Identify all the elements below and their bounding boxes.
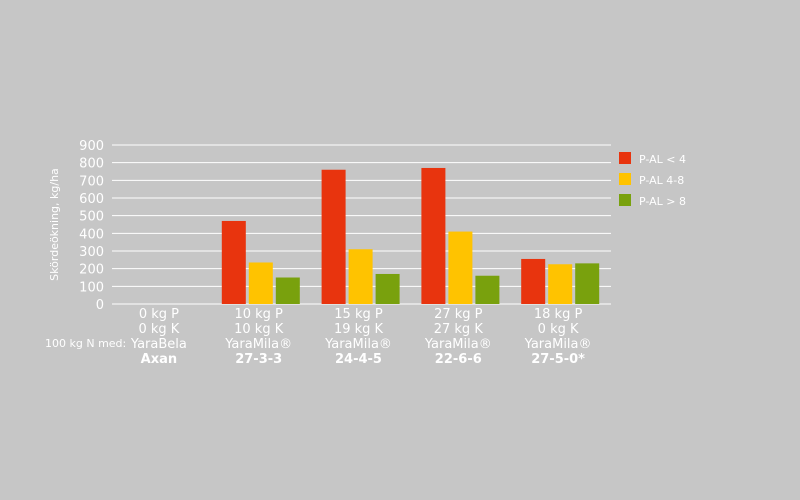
x-category-label: YaraBela	[130, 337, 187, 352]
x-category-label: 10 kg P	[234, 307, 283, 322]
y-tick-label: 600	[79, 192, 104, 207]
y-tick-label: 500	[79, 210, 104, 225]
bar	[548, 264, 573, 304]
x-category-label: 27 kg K	[434, 322, 484, 337]
x-category-label: YaraMila®	[424, 337, 492, 352]
bar	[475, 275, 500, 304]
bar	[575, 263, 600, 304]
x-category-label: Axan	[141, 352, 177, 367]
x-category-label: 27 kg P	[434, 307, 483, 322]
x-category-label: 18 kg P	[534, 307, 583, 322]
x-category-label: YaraMila®	[224, 337, 292, 352]
bar	[448, 231, 473, 304]
y-tick-label: 0	[96, 298, 104, 313]
bar	[321, 169, 346, 304]
x-category-label: 27-5-0*	[531, 352, 585, 367]
legend-swatch	[619, 194, 631, 206]
bar	[348, 249, 373, 304]
x-category-label: 27-3-3	[235, 352, 282, 367]
x-category-label: YaraMila®	[524, 337, 592, 352]
row-prefix-label: 100 kg N med:	[45, 337, 126, 350]
y-tick-label: 800	[79, 157, 104, 172]
x-category-label: 24-4-5	[335, 352, 382, 367]
legend-swatch	[619, 173, 631, 185]
x-category-label: 19 kg K	[334, 322, 384, 337]
x-category-label: 10 kg K	[234, 322, 284, 337]
x-category-label: 0 kg K	[538, 322, 579, 337]
y-tick-label: 900	[79, 139, 104, 154]
y-tick-label: 400	[79, 227, 104, 242]
bar	[248, 262, 273, 304]
legend-label: P-AL < 4	[639, 153, 686, 166]
bar	[375, 273, 400, 304]
bar	[221, 220, 246, 304]
x-category-label: 0 kg P	[139, 307, 179, 322]
x-category-label: YaraMila®	[324, 337, 392, 352]
bar	[421, 167, 446, 304]
legend-label: P-AL 4-8	[639, 174, 684, 187]
y-axis-label: Skördeökning, kg/ha	[48, 168, 61, 281]
x-category-label: 15 kg P	[334, 307, 383, 322]
x-category-label: 0 kg K	[138, 322, 179, 337]
legend-swatch	[619, 152, 631, 164]
y-tick-label: 300	[79, 245, 104, 260]
y-tick-label: 200	[79, 263, 104, 278]
bar	[521, 258, 546, 304]
y-tick-label: 100	[79, 280, 104, 295]
bar	[275, 277, 300, 304]
legend-label: P-AL > 8	[639, 195, 686, 208]
y-tick-label: 700	[79, 174, 104, 189]
x-category-label: 22-6-6	[435, 352, 482, 367]
